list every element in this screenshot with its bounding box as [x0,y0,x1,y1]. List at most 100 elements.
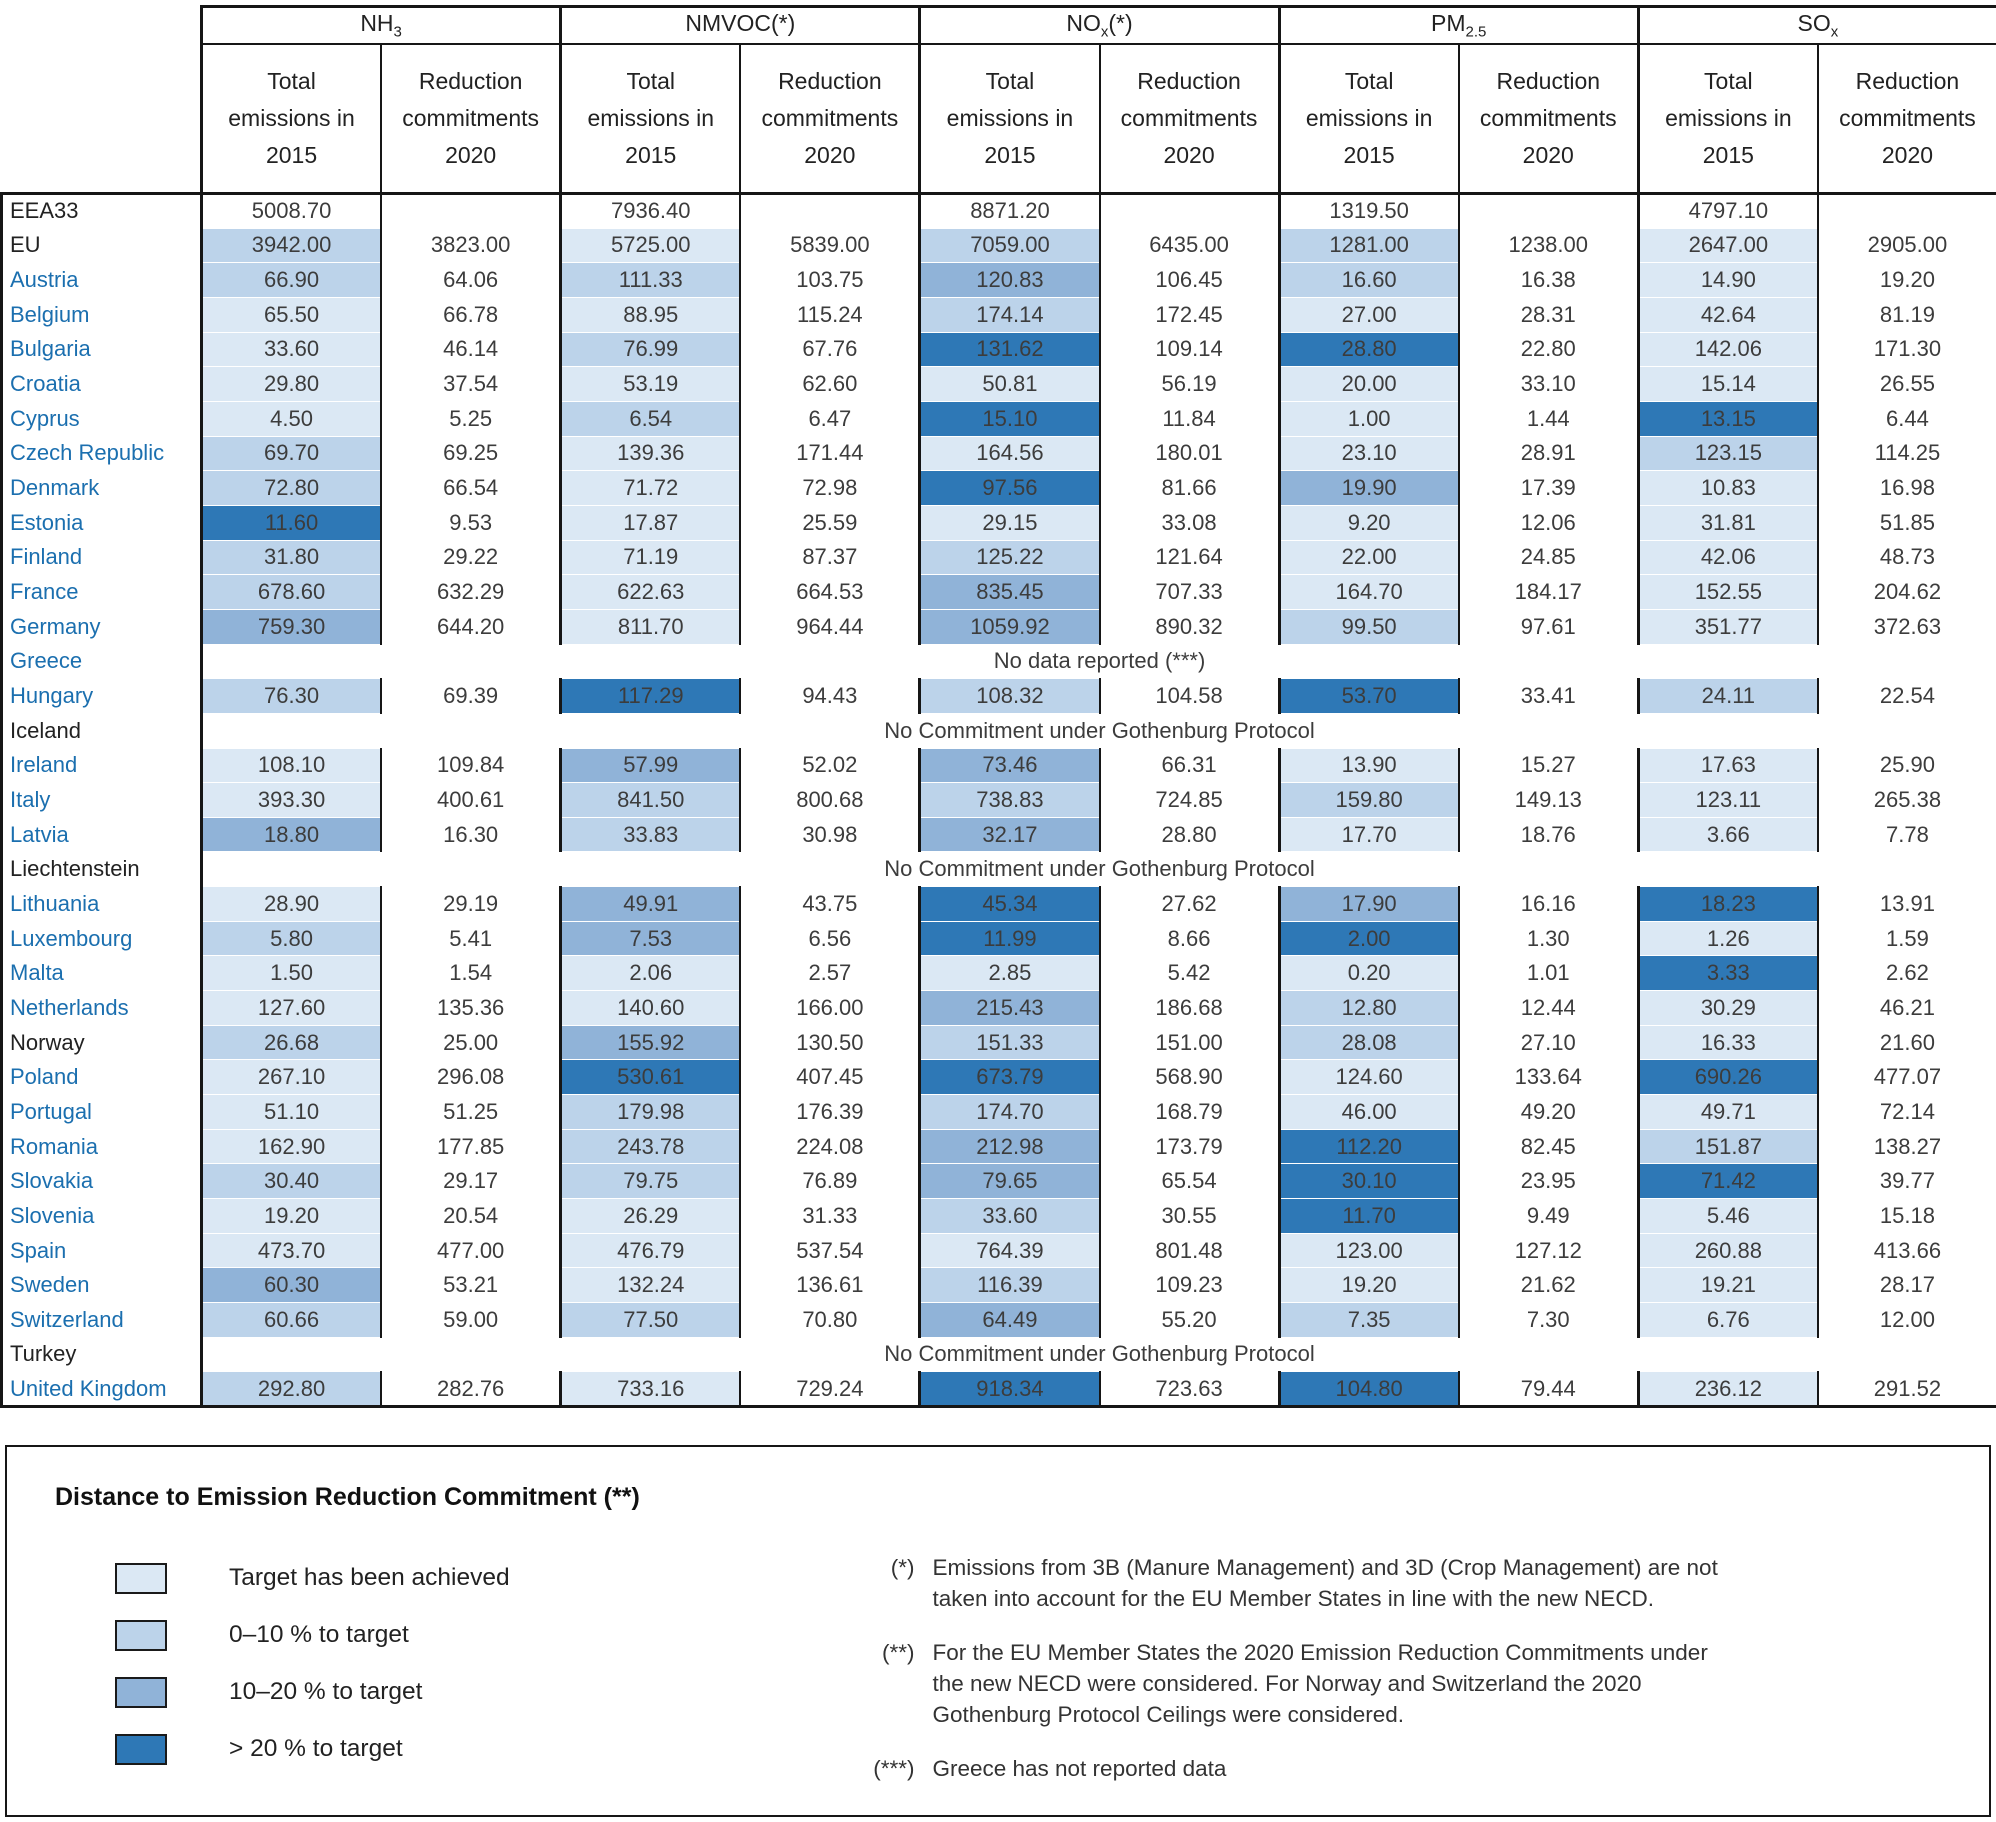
footnote-single-star: (*) Emissions from 3B (Manure Management… [850,1552,1949,1614]
country-label[interactable]: Slovenia [0,1198,203,1234]
footnote-marker: (*) [890,1554,915,1580]
emission-cell: 17.70 [1277,817,1459,853]
table-row: Netherlands 127.60 135.36 140.60 166.00 215.4… [0,990,1996,1026]
commitment-cell: 25.90 [1816,748,1996,784]
commitment-cell: 135.36 [380,990,561,1026]
commitment-cell: 2.62 [1816,955,1996,992]
country-label[interactable]: Hungary [0,678,203,714]
commitment-cell: 477.00 [380,1233,561,1269]
table-row: Turkey No Commitment under Gothenburg Pro… [0,1337,1996,1373]
commitment-cell: 66.31 [1098,748,1280,784]
commitment-cell: 2905.00 [1816,228,1996,264]
country-label[interactable]: Denmark [0,470,203,506]
emission-cell: 26.29 [559,1198,741,1234]
country-label[interactable]: Estonia [0,505,203,541]
country-label[interactable]: Sweden [0,1267,203,1303]
commitment-cell: 46.14 [380,332,561,368]
emission-cell: 49.71 [1636,1094,1818,1130]
table-row: Finland 31.80 29.22 71.19 87.37 125.22 121.64 2… [0,540,1996,576]
emission-cell: 151.33 [918,1025,1100,1061]
emission-cell: 473.70 [200,1233,382,1269]
emission-cell: 79.75 [559,1163,741,1200]
commitment-cell: 106.45 [1098,262,1280,298]
emission-cell: 51.10 [200,1094,382,1130]
table-row: Ireland 108.10 109.84 57.99 52.02 73.46 66.31 1… [0,748,1996,784]
emission-cell: 77.50 [559,1302,741,1338]
commitment-cell: 5.25 [380,401,561,437]
table-row: Latvia 18.80 16.30 33.83 30.98 32.17 28.80 17.7… [0,817,1996,853]
legend-swatch-0-10 [115,1619,167,1651]
emission-cell: 2.85 [918,955,1100,992]
commitment-cell: 52.02 [739,748,920,784]
emission-cell: 11.99 [918,921,1100,957]
emission-cell: 3.66 [1636,817,1818,853]
commitment-cell: 59.00 [380,1302,561,1338]
country-label[interactable]: Belgium [0,297,203,333]
country-label[interactable]: Netherlands [0,990,203,1026]
emission-cell: 73.46 [918,748,1100,784]
country-label[interactable]: Croatia [0,366,203,402]
col-header-reduction-pm25: Reduction commitments 2020 [1457,43,1639,195]
commitment-cell: 22.54 [1816,678,1996,714]
col-header-total-nh3: Total emissions in 2015 [200,43,382,195]
emission-cell: 127.60 [200,990,382,1026]
emission-cell: 31.81 [1636,505,1818,541]
commitment-cell: 224.08 [739,1129,920,1165]
emission-cell: 140.60 [559,990,741,1026]
emission-cell: 16.60 [1277,262,1459,298]
country-label[interactable]: Malta [0,955,203,992]
commitment-cell: 632.29 [380,574,561,610]
country-label[interactable]: Austria [0,262,203,298]
emission-cell: 5008.70 [200,192,382,229]
country-label[interactable]: Italy [0,782,203,818]
commitment-cell: 62.60 [739,366,920,402]
commitment-cell: 72.14 [1816,1094,1996,1130]
country-label[interactable]: France [0,574,203,610]
legend-swatch-achieved [115,1562,167,1594]
country-label[interactable]: Finland [0,540,203,576]
footnote-marker: (**) [881,1640,915,1666]
commitment-cell: 82.45 [1457,1129,1639,1165]
country-label[interactable]: Poland [0,1059,203,1096]
emission-cell: 690.26 [1636,1059,1818,1096]
legend-label: Target has been achieved [229,1564,510,1592]
country-label: Turkey [0,1337,203,1373]
emission-cell: 13.15 [1636,401,1818,437]
commitment-cell: 51.85 [1816,505,1996,541]
commitment-cell: 184.17 [1457,574,1639,610]
commitment-cell: 28.31 [1457,297,1639,333]
country-label[interactable]: Cyprus [0,401,203,437]
emission-cell: 11.70 [1277,1198,1459,1234]
commitment-cell: 407.45 [739,1059,920,1096]
emission-cell: 759.30 [200,609,382,645]
country-label[interactable]: Luxembourg [0,921,203,957]
country-label[interactable]: Lithuania [0,886,203,922]
commitment-cell: 20.54 [380,1198,561,1234]
country-label[interactable]: Portugal [0,1094,203,1130]
table-row: Denmark 72.80 66.54 71.72 72.98 97.56 81.66 19.… [0,470,1996,506]
country-label[interactable]: Germany [0,609,203,645]
country-label[interactable]: United Kingdom [0,1371,203,1408]
emission-cell: 918.34 [918,1371,1100,1408]
commitment-cell: 12.00 [1816,1302,1996,1338]
footnote-double-star: (**) For the EU Member States the 2020 E… [850,1637,1949,1730]
emission-cell: 30.40 [200,1163,382,1200]
country-label[interactable]: Latvia [0,817,203,853]
country-label[interactable]: Switzerland [0,1302,203,1338]
emission-cell: 1281.00 [1277,228,1459,264]
emission-cell: 108.10 [200,748,382,784]
country-label[interactable]: Spain [0,1233,203,1269]
country-label[interactable]: Bulgaria [0,332,203,368]
commitment-cell: 5.42 [1098,955,1280,992]
country-label[interactable]: Romania [0,1129,203,1165]
country-label[interactable]: Czech Republic [0,436,203,472]
country-label[interactable]: Slovakia [0,1163,203,1200]
emission-cell: 60.66 [200,1302,382,1338]
emission-cell: 1.50 [200,955,382,992]
country-label[interactable]: Greece [0,644,203,680]
commitment-cell: 109.84 [380,748,561,784]
country-label[interactable]: Ireland [0,748,203,784]
note-cell: No Commitment under Gothenburg Protocol [200,851,1996,888]
emission-cell: 215.43 [918,990,1100,1026]
